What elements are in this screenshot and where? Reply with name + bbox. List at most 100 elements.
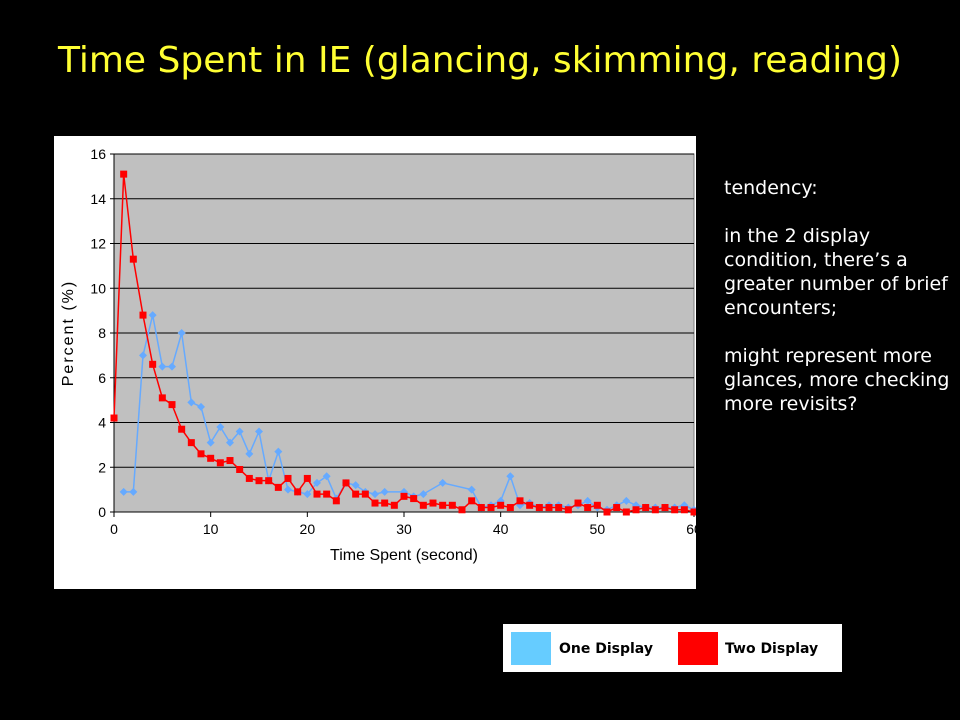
- series-1-point-50: [593, 501, 601, 509]
- series-1-point-35: [448, 501, 456, 509]
- x-tick-label-4: 40: [493, 521, 509, 537]
- series-0-point-7: [187, 398, 196, 407]
- y-tick-label-7: 14: [90, 191, 106, 207]
- series-1-point-16: [265, 477, 273, 485]
- series-1-point-52: [613, 504, 621, 512]
- chart-area: 0 2 4 6 8 10 12 14 16 0 10 20 30 40 50 60 Time Spent (se…: [54, 136, 696, 589]
- series-1-point-9: [197, 450, 205, 458]
- y-tick-label-8: 16: [90, 146, 106, 162]
- series-0-point-19: [303, 490, 312, 499]
- series-0-point-36: [506, 472, 515, 481]
- series-0-point-12: [235, 427, 244, 436]
- series-1-point-30: [400, 492, 408, 500]
- series-0-point-5: [168, 362, 176, 371]
- series-0-point-10: [216, 422, 225, 431]
- series-0-point-11: [226, 438, 234, 447]
- series-0-point-16: [274, 447, 283, 456]
- x-tick-label-2: 20: [300, 521, 316, 537]
- series-1-point-40: [497, 501, 505, 509]
- y-tick-label-2: 4: [98, 415, 106, 431]
- series-1-point-33: [429, 499, 437, 507]
- series-1-point-48: [574, 499, 582, 507]
- legend-label-one-display: One Display: [559, 641, 653, 657]
- y-tick-label-1: 2: [98, 459, 106, 475]
- series-1-point-18: [284, 474, 292, 482]
- series-1-point-5: [158, 394, 166, 402]
- series-0-point-44: [583, 496, 592, 505]
- series-1-point-41: [506, 504, 514, 512]
- series-1-point-60: [690, 508, 696, 516]
- series-1-point-22: [323, 490, 331, 498]
- series-1-point-27: [371, 499, 379, 507]
- series-0-point-30: [419, 490, 428, 499]
- series-0-point-31: [438, 478, 447, 487]
- y-tick-label-3: 6: [98, 370, 106, 386]
- series-1-point-51: [603, 508, 611, 516]
- notes-paragraph-2: might represent more glances, more check…: [724, 345, 950, 415]
- x-tick-label-6: 60: [686, 521, 696, 537]
- series-1-point-59: [680, 506, 688, 514]
- x-tick-label-0: 0: [110, 521, 118, 537]
- series-1-point-53: [622, 508, 630, 516]
- series-0-point-4: [158, 362, 167, 371]
- series-0-point-21: [322, 472, 331, 481]
- y-tick-label-5: 10: [90, 280, 106, 296]
- notes-panel: tendency: in the 2 display condition, th…: [724, 176, 954, 440]
- x-axis-label: Time Spent (second): [330, 547, 478, 564]
- legend-swatch-two-display: [678, 632, 718, 665]
- series-1-point-25: [352, 490, 360, 498]
- series-1-point-14: [245, 474, 253, 482]
- series-1-point-54: [632, 506, 640, 514]
- series-0-point-2: [139, 351, 147, 360]
- series-1-point-55: [642, 504, 650, 512]
- x-tick-label-1: 10: [203, 521, 219, 537]
- series-1-point-13: [236, 465, 244, 473]
- x-tick-label-5: 50: [590, 521, 606, 537]
- series-1-point-0: [110, 414, 118, 422]
- series-1-point-19: [294, 488, 302, 496]
- series-1-point-58: [671, 506, 679, 514]
- series-0-point-3: [148, 311, 157, 320]
- series-1-point-37: [468, 497, 476, 505]
- slide-title: Time Spent in IE (glancing, skimming, re…: [57, 40, 903, 81]
- series-1-point-8: [187, 439, 195, 447]
- series-0-point-1: [129, 487, 138, 496]
- series-1-point-57: [661, 504, 669, 512]
- series-1-point-49: [584, 504, 592, 512]
- series-1-point-20: [303, 474, 311, 482]
- series-1-point-44: [535, 504, 543, 512]
- series-0-point-6: [177, 329, 186, 337]
- series-1-point-32: [419, 501, 427, 509]
- legend-label-two-display: Two Display: [725, 641, 819, 657]
- series-0-point-14: [255, 427, 263, 436]
- series-0-point-9: [206, 438, 215, 447]
- line-chart: 0 2 4 6 8 10 12 14 16 0 10 20 30 40 50 60 Time Spent (se…: [60, 146, 696, 564]
- series-0-point-48: [622, 496, 631, 505]
- legend-swatch-one-display: [511, 632, 551, 665]
- series-1-point-28: [381, 499, 389, 507]
- series-1-point-31: [410, 495, 418, 503]
- y-tick-label-4: 8: [98, 325, 106, 341]
- series-0-point-0: [119, 487, 128, 496]
- chart-legend: One Display Two Display: [503, 624, 842, 672]
- notes-paragraph-1: in the 2 display condition, there’s a gr…: [724, 225, 948, 319]
- series-1-point-47: [564, 506, 572, 514]
- series-0-point-20: [313, 478, 321, 487]
- series-1-point-46: [555, 504, 563, 512]
- notes-heading: tendency:: [724, 177, 818, 199]
- series-1-point-38: [477, 504, 485, 512]
- series-1-point-23: [332, 497, 340, 505]
- series-1-point-12: [226, 457, 234, 465]
- series-1-point-4: [149, 360, 157, 368]
- series-1-point-11: [216, 459, 224, 467]
- series-1-point-10: [207, 454, 215, 462]
- series-1-point-56: [651, 506, 659, 514]
- series-1-point-7: [178, 425, 186, 433]
- y-axis-label: Percent (%): [60, 280, 77, 386]
- series-1-point-26: [361, 490, 369, 498]
- series-0-point-17: [284, 485, 292, 494]
- series-0-point-32: [467, 485, 476, 494]
- y-tick-label-6: 12: [90, 236, 106, 252]
- series-1-point-17: [274, 483, 282, 491]
- series-1-point-42: [516, 497, 524, 505]
